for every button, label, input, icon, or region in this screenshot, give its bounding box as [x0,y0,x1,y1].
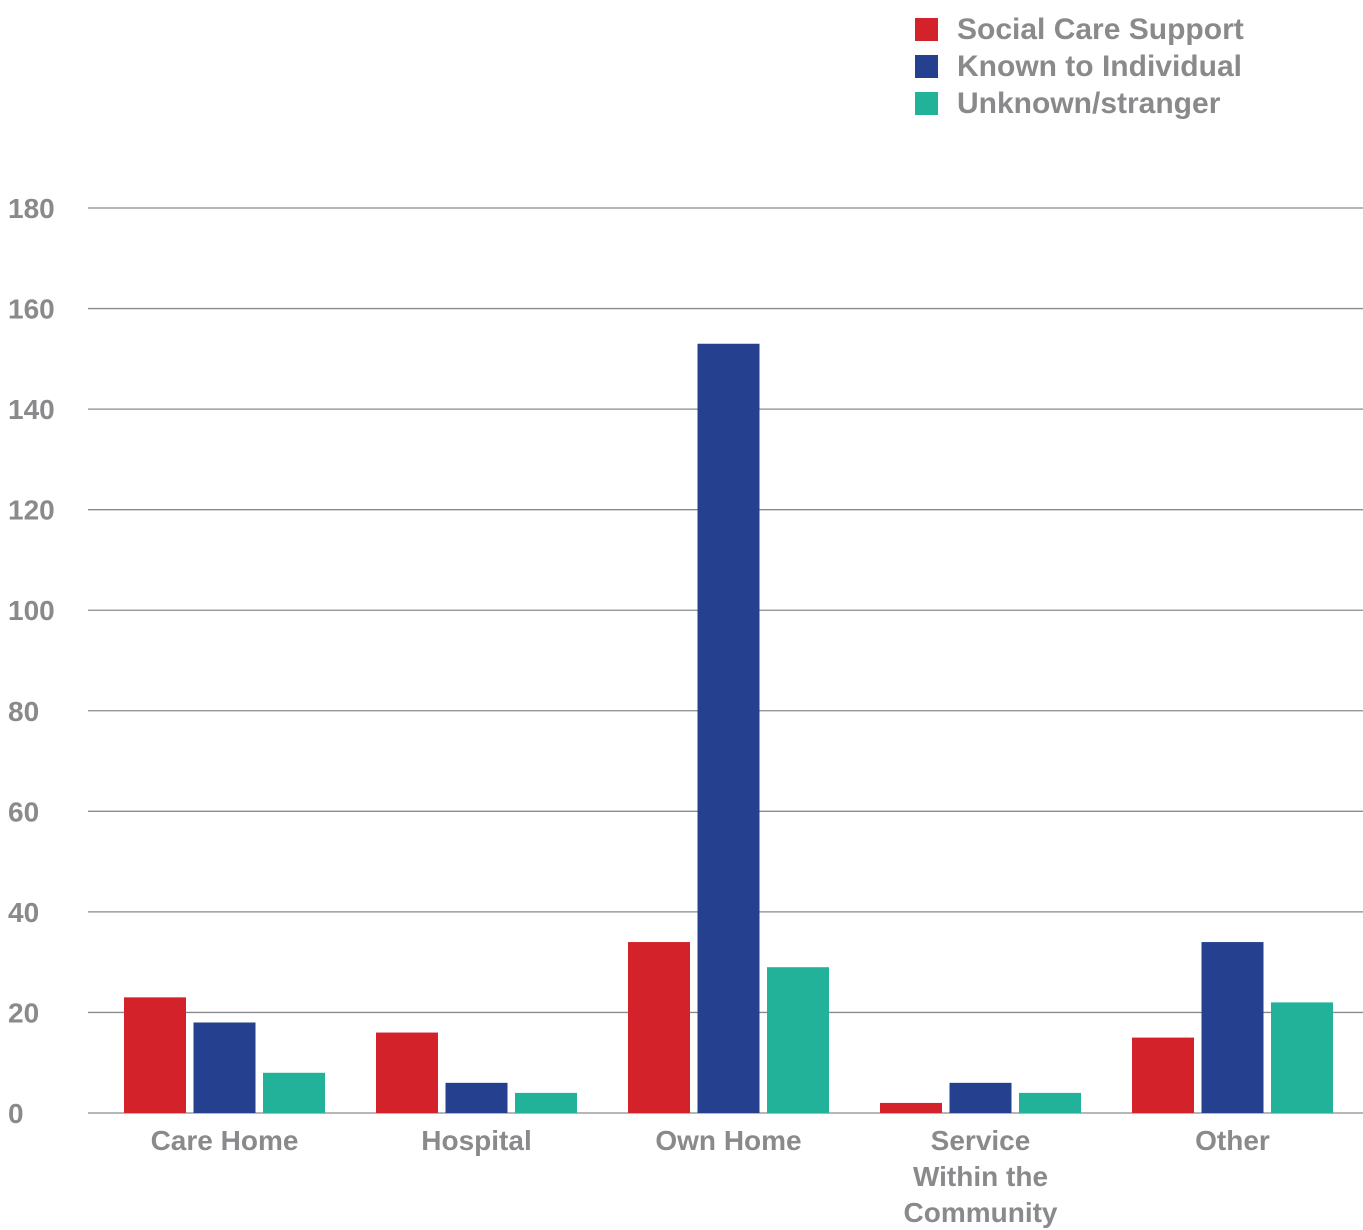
bar [1201,942,1264,1113]
y-axis-ticks: 0 20 40 60 80 100 120 140 160 180 [8,193,55,1129]
legend-label: Unknown/stranger [957,87,1221,120]
bar [193,1022,256,1113]
bar [445,1082,508,1113]
y-tick-label: 0 [8,1098,24,1129]
bar [697,343,760,1113]
y-tick-label: 140 [8,394,55,425]
y-tick-label: 120 [8,495,55,526]
x-tick-label: Other [1195,1125,1270,1156]
bar [515,1092,577,1113]
legend: Social Care Support Known to Individual Un… [915,13,1244,120]
bar [1271,1002,1333,1113]
bar [628,942,690,1113]
bar [767,967,829,1113]
bar [1132,1037,1194,1113]
bars [124,343,1333,1113]
legend-swatch [915,92,938,115]
bar [880,1102,942,1113]
x-axis-labels: Care Home Hospital Own Home Service Within t… [151,1125,1270,1228]
bar [263,1072,325,1113]
legend-swatch [915,55,938,78]
x-tick-label: Own Home [655,1125,801,1156]
legend-label: Known to Individual [957,50,1242,83]
legend-swatch [915,18,938,41]
y-tick-label: 100 [8,595,55,626]
y-tick-label: 20 [8,997,39,1028]
y-tick-label: 160 [8,294,55,325]
y-tick-label: 60 [8,796,39,827]
x-tick-label: Care Home [151,1125,299,1156]
y-tick-label: 40 [8,897,39,928]
legend-label: Social Care Support [957,13,1244,46]
y-tick-label: 180 [8,193,55,224]
x-tick-label: Hospital [421,1125,531,1156]
x-tick-label: Service Within the Community [904,1125,1058,1228]
bar [949,1082,1012,1113]
bar [1019,1092,1081,1113]
bar [376,1032,438,1113]
y-tick-label: 80 [8,696,39,727]
bar [124,997,186,1113]
